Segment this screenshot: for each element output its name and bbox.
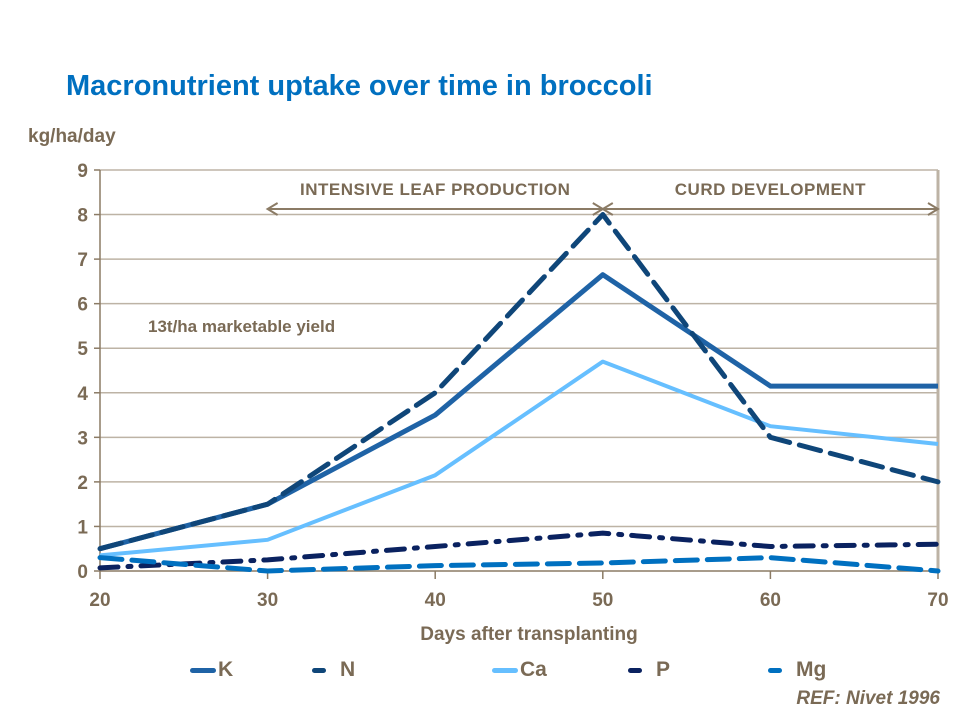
legend-item-K: K [190,658,233,682]
y-tick-label: 4 [77,384,88,405]
legend-swatch [312,667,326,673]
legend-label: P [656,658,671,681]
legend-item-N: N [312,658,355,682]
y-tick-label: 7 [77,250,88,271]
reference-note: REF: Nivet 1996 [796,688,940,709]
legend-swatch [628,667,642,673]
legend-label: K [218,658,234,681]
series-line-Ca [99,359,939,558]
x-tick-label: 30 [257,590,278,611]
x-tick-label: 70 [927,590,948,611]
x-tick-label: 50 [592,590,613,611]
legend-label: Ca [520,658,547,681]
legend-item-P: P [628,658,670,682]
legend-swatch [768,667,782,673]
x-tick-label: 60 [760,590,781,611]
legend-item-Mg: Mg [768,658,826,682]
y-tick-label: 3 [77,428,88,449]
legend-label: Mg [796,658,827,681]
y-tick-label: 0 [77,562,88,583]
series-line-N [97,212,941,552]
y-tick-label: 2 [77,473,88,494]
phase2-arrow-right-icon [927,202,940,216]
x-tick-label: 40 [425,590,446,611]
phase2-arrow-left-icon [600,202,614,216]
legend-label: N [340,658,356,681]
legend-swatch [492,667,518,673]
phase1-arrow-left-icon [265,202,279,216]
x-tick-label: 20 [89,590,110,611]
series-line-K [99,272,938,552]
yield-annotation: 13t/ha marketable yield [148,317,335,336]
series-line-P [97,530,941,571]
y-tick-label: 6 [77,295,88,316]
y-tick-label: 1 [77,517,88,538]
legend: K N Ca P Mg [0,658,960,688]
legend-item-Ca: Ca [492,658,547,682]
x-axis-label: Days after transplanting [420,624,638,645]
y-tick-label: 5 [77,339,88,360]
chart-title: Macronutrient uptake over time in brocco… [66,70,653,102]
y-tick-label: 9 [77,161,88,182]
series-line-Mg [97,555,941,574]
phase2-label: CURD DEVELOPMENT [675,180,866,199]
legend-swatch [190,667,216,673]
phase1-label: INTENSIVE LEAF PRODUCTION [300,180,570,199]
y-tick-label: 8 [77,206,88,227]
y-axis-label: kg/ha/day [28,126,116,147]
